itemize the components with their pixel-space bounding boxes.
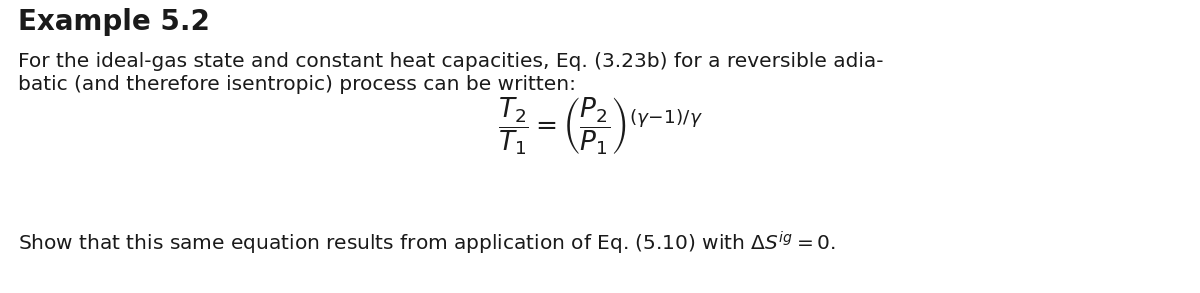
Text: Example 5.2: Example 5.2 <box>18 8 210 36</box>
Text: batic (and therefore isentropic) process can be written:: batic (and therefore isentropic) process… <box>18 75 576 94</box>
Text: $\dfrac{T_2}{T_1} = \left(\dfrac{P_2}{P_1}\right)^{(\gamma\!-\!1)/\gamma}$: $\dfrac{T_2}{T_1} = \left(\dfrac{P_2}{P_… <box>498 95 702 157</box>
Text: Show that this same equation results from application of Eq. (5.10) with $\Delta: Show that this same equation results fro… <box>18 230 836 257</box>
Text: For the ideal-gas state and constant heat capacities, Eq. (3.23b) for a reversib: For the ideal-gas state and constant hea… <box>18 52 883 71</box>
